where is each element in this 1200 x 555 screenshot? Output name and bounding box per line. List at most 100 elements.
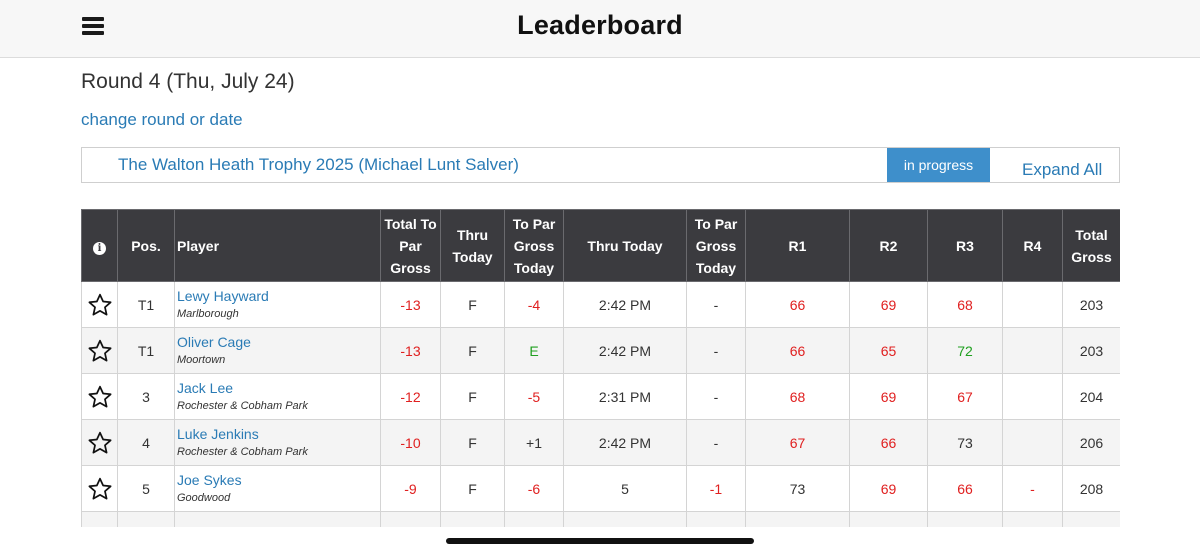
total-to-par-cell: -10 bbox=[380, 419, 441, 466]
table-header-row: i Pos. Player Total To Par Gross Thru To… bbox=[81, 209, 1120, 282]
thru-cell: F bbox=[440, 373, 505, 420]
change-round-link[interactable]: change round or date bbox=[81, 110, 243, 129]
total-to-par-column-header[interactable]: Total To Par Gross bbox=[380, 209, 441, 282]
total-to-par-cell: -12 bbox=[380, 373, 441, 420]
leaderboard-table: i Pos. Player Total To Par Gross Thru To… bbox=[81, 209, 1120, 527]
player-club: Moortown bbox=[177, 354, 226, 366]
thru-cell: F bbox=[440, 327, 505, 374]
player-name-link[interactable]: Joe Sykes bbox=[177, 472, 242, 488]
r2-cell: 69 bbox=[849, 281, 928, 328]
to-par-today-cell: -6 bbox=[504, 465, 564, 512]
thru-time-cell: 2:42 PM bbox=[563, 419, 687, 466]
player-cell: Joe Sykes Goodwood bbox=[174, 465, 381, 512]
player-cell: Jack Lee Rochester & Cobham Park bbox=[174, 373, 381, 420]
thru-today-time-column-header[interactable]: Thru Today bbox=[563, 209, 687, 282]
hamburger-menu-icon[interactable] bbox=[82, 17, 104, 35]
to-par-today-2-cell: - bbox=[686, 327, 746, 374]
player-column-header[interactable]: Player bbox=[174, 209, 381, 282]
to-par-today-cell bbox=[504, 511, 564, 527]
total-to-par-cell: -13 bbox=[380, 281, 441, 328]
info-icon[interactable]: i bbox=[93, 241, 106, 255]
table-row: T1 Oliver Cage Moortown -13 F E 2:42 PM -66 65 72… bbox=[81, 327, 1120, 374]
r3-cell: 66 bbox=[927, 465, 1003, 512]
player-club: Marlborough bbox=[177, 308, 239, 320]
favorite-cell bbox=[81, 465, 118, 512]
expand-all-button[interactable]: Expand All bbox=[1022, 160, 1103, 179]
player-name-link[interactable]: Lewy Hayward bbox=[177, 288, 269, 304]
player-cell: Oliver Cage Moortown bbox=[174, 327, 381, 374]
r2-cell: 69 bbox=[849, 465, 928, 512]
r2-cell: 66 bbox=[849, 419, 928, 466]
r1-cell bbox=[745, 511, 850, 527]
page-title: Leaderboard bbox=[517, 10, 683, 40]
star-icon[interactable] bbox=[87, 476, 113, 502]
r1-cell: 67 bbox=[745, 419, 850, 466]
player-name-link[interactable]: Will Tate bbox=[177, 525, 380, 527]
total-gross-cell: 203 bbox=[1062, 281, 1120, 328]
r3-cell: 72 bbox=[927, 327, 1003, 374]
r4-cell bbox=[1002, 281, 1063, 328]
table-row: T1 Lewy Hayward Marlborough -13 F -4 2:42 PM -6… bbox=[81, 281, 1120, 328]
to-par-today-column-header[interactable]: To Par Gross Today bbox=[504, 209, 564, 282]
to-par-today-cell: +1 bbox=[504, 419, 564, 466]
r3-cell: 67 bbox=[927, 373, 1003, 420]
to-par-today-2-cell: -1 bbox=[686, 465, 746, 512]
total-gross-cell: 206 bbox=[1062, 419, 1120, 466]
r4-cell bbox=[1002, 327, 1063, 374]
favorite-cell bbox=[81, 419, 118, 466]
to-par-today-cell: -5 bbox=[504, 373, 564, 420]
r3-cell bbox=[927, 511, 1003, 527]
r2-column-header[interactable]: R2 bbox=[849, 209, 928, 282]
star-icon[interactable] bbox=[87, 384, 113, 410]
to-par-today-2-cell: - bbox=[686, 281, 746, 328]
total-to-par-cell: -9 bbox=[380, 465, 441, 512]
home-indicator bbox=[446, 538, 754, 544]
star-icon[interactable] bbox=[87, 430, 113, 456]
player-name-link[interactable]: Oliver Cage bbox=[177, 334, 251, 350]
pos-cell bbox=[117, 511, 175, 527]
pos-cell: T1 bbox=[117, 327, 175, 374]
pos-column-header[interactable]: Pos. bbox=[117, 209, 175, 282]
total-gross-cell: 208 bbox=[1062, 465, 1120, 512]
r4-cell bbox=[1002, 419, 1063, 466]
info-column-header[interactable]: i bbox=[81, 209, 118, 282]
thru-today-column-header[interactable]: Thru Today bbox=[440, 209, 505, 282]
r3-column-header[interactable]: R3 bbox=[927, 209, 1003, 282]
favorite-cell bbox=[81, 373, 118, 420]
total-gross-cell bbox=[1062, 511, 1120, 527]
pos-cell: 5 bbox=[117, 465, 175, 512]
pos-cell: 3 bbox=[117, 373, 175, 420]
star-icon[interactable] bbox=[87, 292, 113, 318]
r1-cell: 66 bbox=[745, 327, 850, 374]
to-par-today-2-cell bbox=[686, 511, 746, 527]
r3-cell: 73 bbox=[927, 419, 1003, 466]
table-row: 4 Luke Jenkins Rochester & Cobham Park -10 F… bbox=[81, 419, 1120, 466]
total-gross-column-header[interactable]: Total Gross bbox=[1062, 209, 1120, 282]
player-cell: Will Tate bbox=[174, 511, 381, 527]
thru-time-cell: 2:42 PM bbox=[563, 281, 687, 328]
to-par-today-2-column-header[interactable]: To Par Gross Today bbox=[686, 209, 746, 282]
r1-column-header[interactable]: R1 bbox=[745, 209, 850, 282]
player-name-link[interactable]: Luke Jenkins bbox=[177, 426, 259, 442]
pos-cell: 4 bbox=[117, 419, 175, 466]
total-gross-cell: 204 bbox=[1062, 373, 1120, 420]
r1-cell: 68 bbox=[745, 373, 850, 420]
r4-column-header[interactable]: R4 bbox=[1002, 209, 1063, 282]
thru-cell bbox=[440, 511, 505, 527]
favorite-cell bbox=[81, 327, 118, 374]
r2-cell: 65 bbox=[849, 327, 928, 374]
total-to-par-cell bbox=[380, 511, 441, 527]
to-par-today-cell: -4 bbox=[504, 281, 564, 328]
player-club: Rochester & Cobham Park bbox=[177, 446, 308, 458]
leaderboard-table-container[interactable]: i Pos. Player Total To Par Gross Thru To… bbox=[81, 209, 1120, 527]
table-row: 3 Jack Lee Rochester & Cobham Park -12 F -5 2:… bbox=[81, 373, 1120, 420]
table-row: 5 Joe Sykes Goodwood -9 F -6 5 -1 73 69 66-208 bbox=[81, 465, 1120, 512]
player-club: Goodwood bbox=[177, 492, 231, 504]
player-cell: Luke Jenkins Rochester & Cobham Park bbox=[174, 419, 381, 466]
favorite-cell bbox=[81, 511, 118, 527]
r2-cell: 69 bbox=[849, 373, 928, 420]
player-name-link[interactable]: Jack Lee bbox=[177, 380, 234, 396]
event-name-link[interactable]: The Walton Heath Trophy 2025 (Michael Lu… bbox=[118, 155, 519, 174]
event-bar: The Walton Heath Trophy 2025 (Michael Lu… bbox=[81, 147, 1120, 183]
star-icon[interactable] bbox=[87, 338, 113, 364]
